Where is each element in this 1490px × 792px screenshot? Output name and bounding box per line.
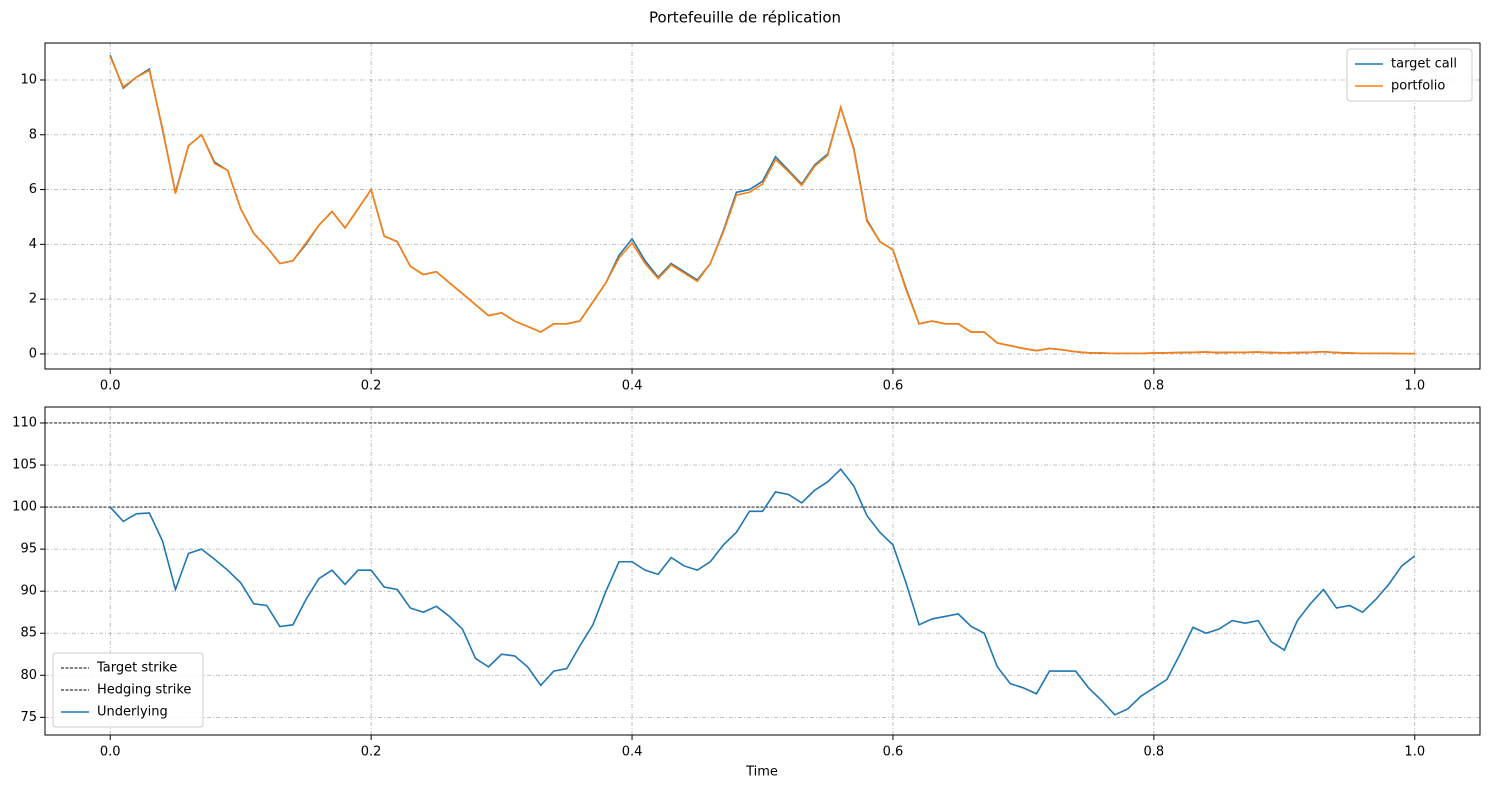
y-tick-label: 4 [29, 237, 37, 252]
legend-label: target call [1391, 57, 1457, 72]
legend-label: Underlying [97, 705, 168, 720]
y-tick-label: 6 [29, 182, 37, 197]
x-axis-label: Time [745, 765, 778, 780]
y-tick-label: 80 [20, 668, 37, 683]
y-tick-label: 0 [29, 346, 37, 361]
y-tick-label: 110 [12, 415, 37, 430]
data-line [109, 56, 1415, 355]
x-tick-label: 1.0 [1404, 379, 1425, 394]
y-tick-label: 8 [29, 127, 37, 142]
x-tick-label: 0.2 [361, 745, 382, 760]
axes-frame [44, 42, 1481, 370]
data-line [109, 55, 1415, 355]
figure-title: Portefeuille de réplication [649, 9, 841, 27]
x-tick-label: 1.0 [1404, 745, 1425, 760]
x-tick-label: 0.8 [1144, 379, 1165, 394]
legend-box [52, 652, 204, 728]
y-tick-label: 100 [12, 500, 37, 515]
y-tick-label: 2 [29, 292, 37, 307]
x-tick-label: 0.4 [622, 745, 643, 760]
legend-label: Target strike [96, 661, 177, 676]
x-tick-label: 0.4 [622, 379, 643, 394]
x-tick-label: 0.8 [1144, 745, 1165, 760]
y-tick-label: 85 [20, 626, 37, 641]
x-tick-label: 0.2 [361, 379, 382, 394]
legend-label: portfolio [1391, 79, 1445, 94]
x-tick-label: 0.0 [100, 379, 121, 394]
y-tick-label: 90 [20, 584, 37, 599]
legend-label: Hedging strike [97, 683, 191, 698]
y-tick-label: 105 [12, 458, 37, 473]
axes-frame [44, 406, 1481, 736]
legend-box [1346, 48, 1473, 102]
data-line [109, 468, 1416, 716]
x-tick-label: 0.0 [100, 745, 121, 760]
x-tick-label: 0.6 [883, 379, 904, 394]
x-tick-label: 0.6 [883, 745, 904, 760]
y-tick-label: 95 [20, 542, 37, 557]
y-tick-label: 75 [20, 710, 37, 725]
y-tick-label: 10 [20, 72, 37, 87]
